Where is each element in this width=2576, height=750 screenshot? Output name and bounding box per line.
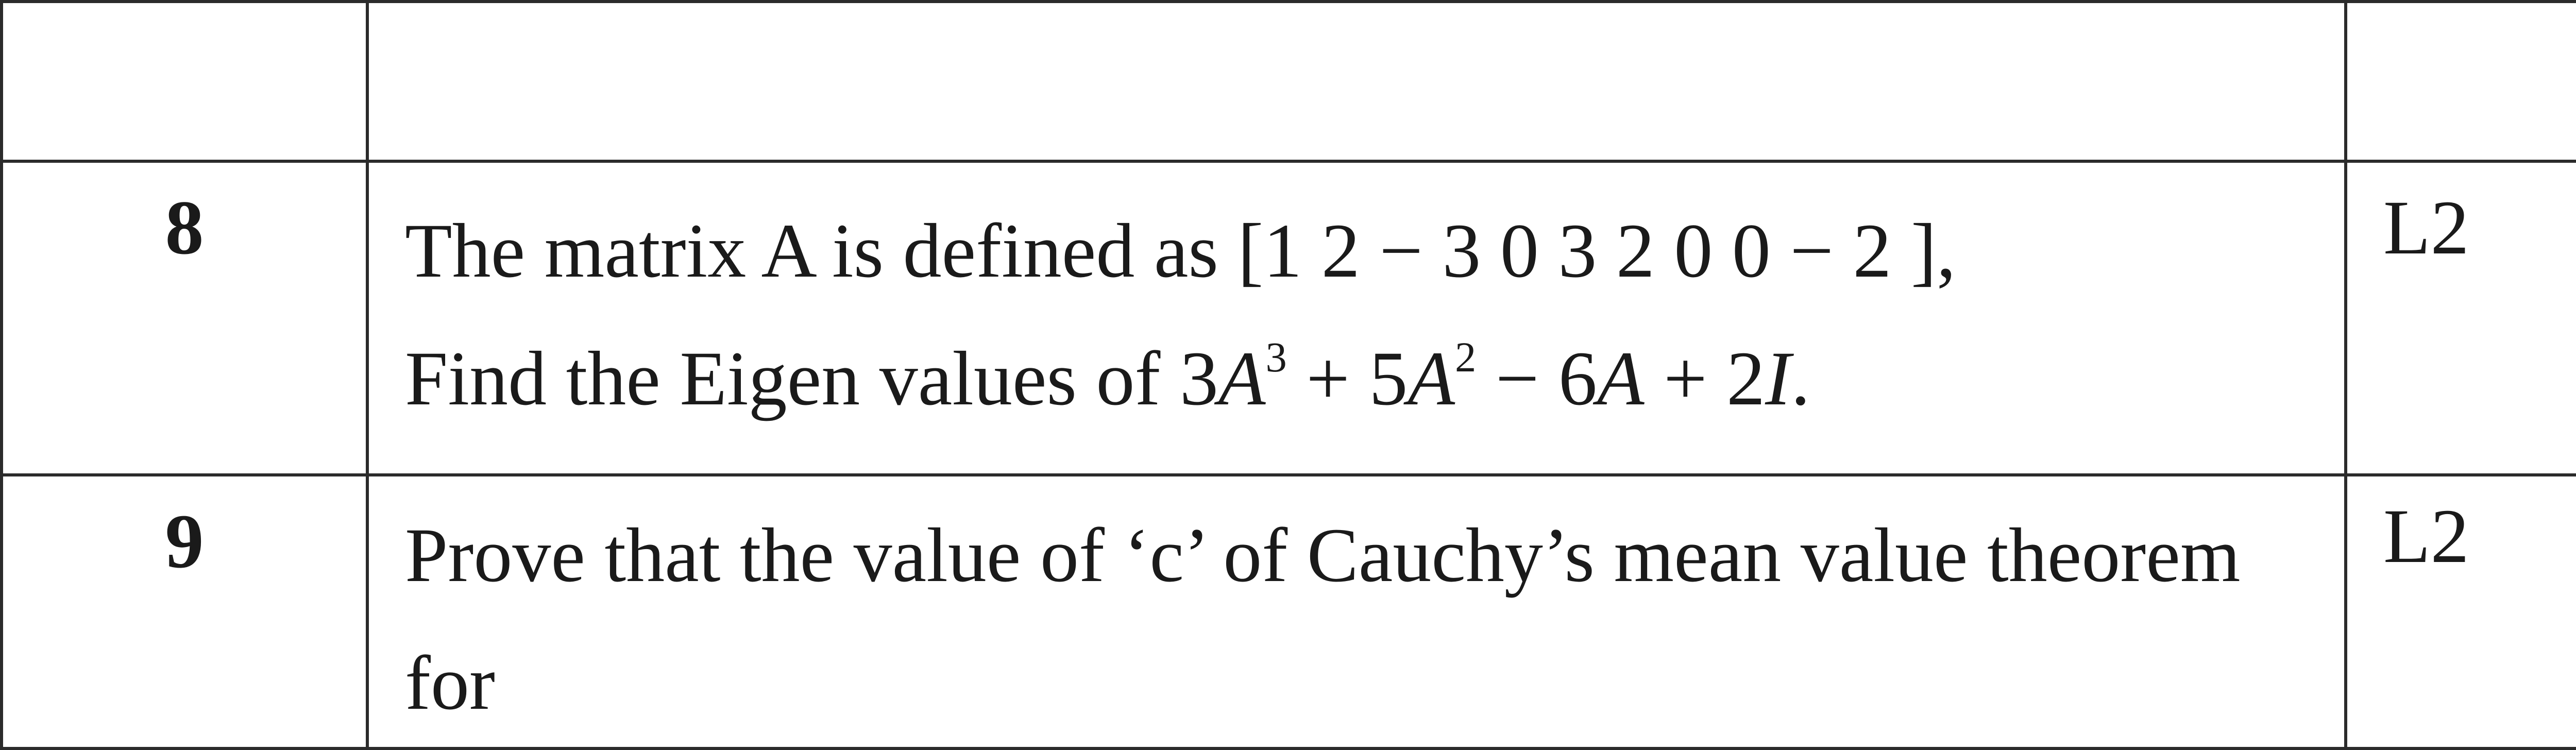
poly-var: A (1597, 336, 1645, 421)
questions-table: 8 The matrix A is defined as [1 2 − 3 0 … (0, 0, 2576, 750)
page-root: 8 The matrix A is defined as [1 2 − 3 0 … (0, 0, 2576, 505)
cell-question: Prove that the value of ‘c’ of Cauchy’s … (367, 475, 2346, 748)
level-label: L2 (2347, 476, 2576, 581)
table-row: 9 Prove that the value of ‘c’ of Cauchy’… (2, 475, 2576, 748)
question-number: 8 (3, 163, 366, 272)
poly-exp: 2 (1455, 333, 1476, 381)
cell-number: 9 (2, 475, 367, 748)
question-body: The matrix A is defined as [1 2 − 3 0 3 … (369, 163, 2344, 473)
cell-level: L2 (2346, 161, 2576, 475)
question-number: 9 (3, 476, 366, 586)
cell-level (2346, 2, 2576, 161)
cell-question (367, 2, 2346, 161)
cell-number (2, 2, 367, 161)
poly-var: A (1218, 336, 1266, 421)
poly-tail: . (1791, 336, 1810, 421)
question-body (369, 3, 2344, 59)
poly-coef: 2 (1726, 336, 1765, 421)
question-number (3, 3, 366, 24)
poly-coef: 3 (1180, 336, 1218, 421)
poly-coef: 5 (1369, 336, 1408, 421)
poly-var: A (1408, 336, 1455, 421)
question-line: The matrix A is defined as [1 2 − 3 0 3 … (405, 208, 1956, 294)
question-body: Prove that the value of ‘c’ of Cauchy’s … (369, 476, 2344, 747)
question-line-prefix: Find the Eigen values of (405, 336, 1180, 421)
level-label (2347, 3, 2576, 24)
cell-question: The matrix A is defined as [1 2 − 3 0 3 … (367, 161, 2346, 475)
poly-coef: 6 (1558, 336, 1597, 421)
poly-var: I (1765, 336, 1791, 421)
table-row (2, 2, 2576, 161)
cell-level: L2 (2346, 475, 2576, 748)
poly-op: + (1645, 336, 1727, 421)
poly-exp: 3 (1266, 333, 1287, 381)
poly-op: + (1287, 336, 1369, 421)
question-line: Prove that the value of ‘c’ of Cauchy’s … (405, 513, 2241, 726)
cell-number: 8 (2, 161, 367, 475)
table-row: 8 The matrix A is defined as [1 2 − 3 0 … (2, 161, 2576, 475)
poly-op: − (1476, 336, 1558, 421)
level-label: L2 (2347, 163, 2576, 272)
